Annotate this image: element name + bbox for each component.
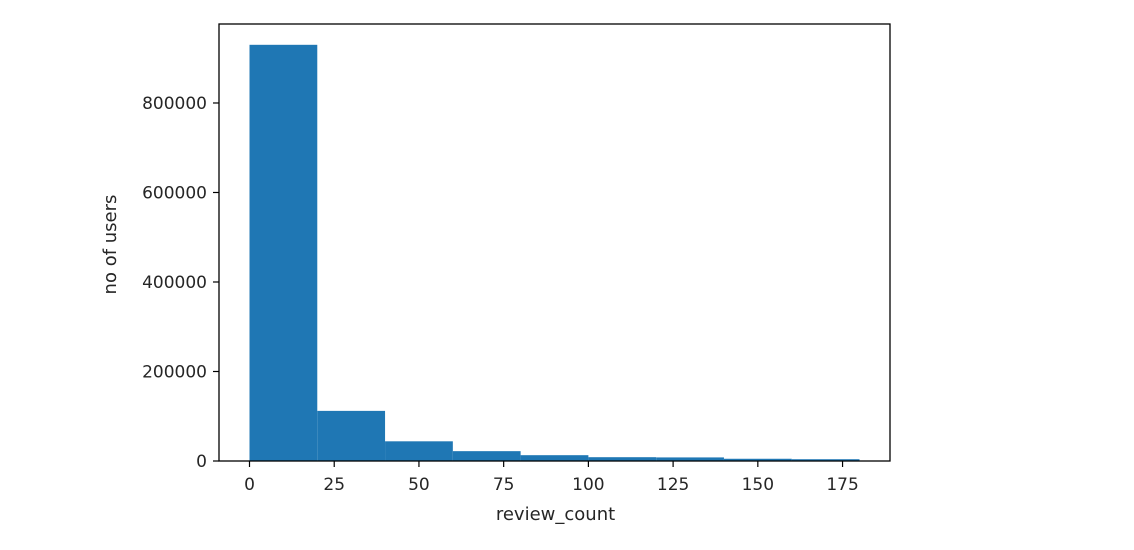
histogram-bar	[452, 451, 521, 461]
x-tick-label: 100	[572, 475, 604, 495]
plot-frame	[218, 23, 891, 462]
histogram-bar	[249, 44, 318, 462]
y-tick-label: 400000	[142, 273, 207, 293]
x-tick-label: 50	[408, 475, 430, 495]
y-axis-ticks: 0 200000 400000 600000 800000	[142, 94, 219, 472]
bars-group	[249, 44, 860, 462]
histogram-bar	[317, 410, 386, 461]
y-tick-label: 800000	[142, 94, 207, 114]
histogram-bar	[791, 459, 860, 461]
x-axis-title: review_count	[496, 504, 615, 525]
y-tick-label: 600000	[142, 183, 207, 203]
x-tick-label: 125	[657, 475, 689, 495]
x-axis-ticks: 0 25 50 75 100 125 150 175	[244, 461, 859, 495]
histogram-bar	[723, 458, 792, 461]
histogram-bar	[385, 441, 453, 461]
x-tick-label: 75	[493, 475, 515, 495]
histogram-bar	[588, 457, 657, 461]
x-tick-label: 0	[244, 475, 255, 495]
y-axis-title: no of users	[100, 195, 121, 295]
x-tick-label: 175	[826, 475, 858, 495]
x-tick-label: 150	[742, 475, 774, 495]
histogram-bar	[656, 457, 724, 461]
histogram-bar	[520, 455, 589, 461]
y-tick-label: 0	[196, 452, 207, 472]
x-tick-label: 25	[323, 475, 345, 495]
y-tick-label: 200000	[142, 362, 207, 382]
